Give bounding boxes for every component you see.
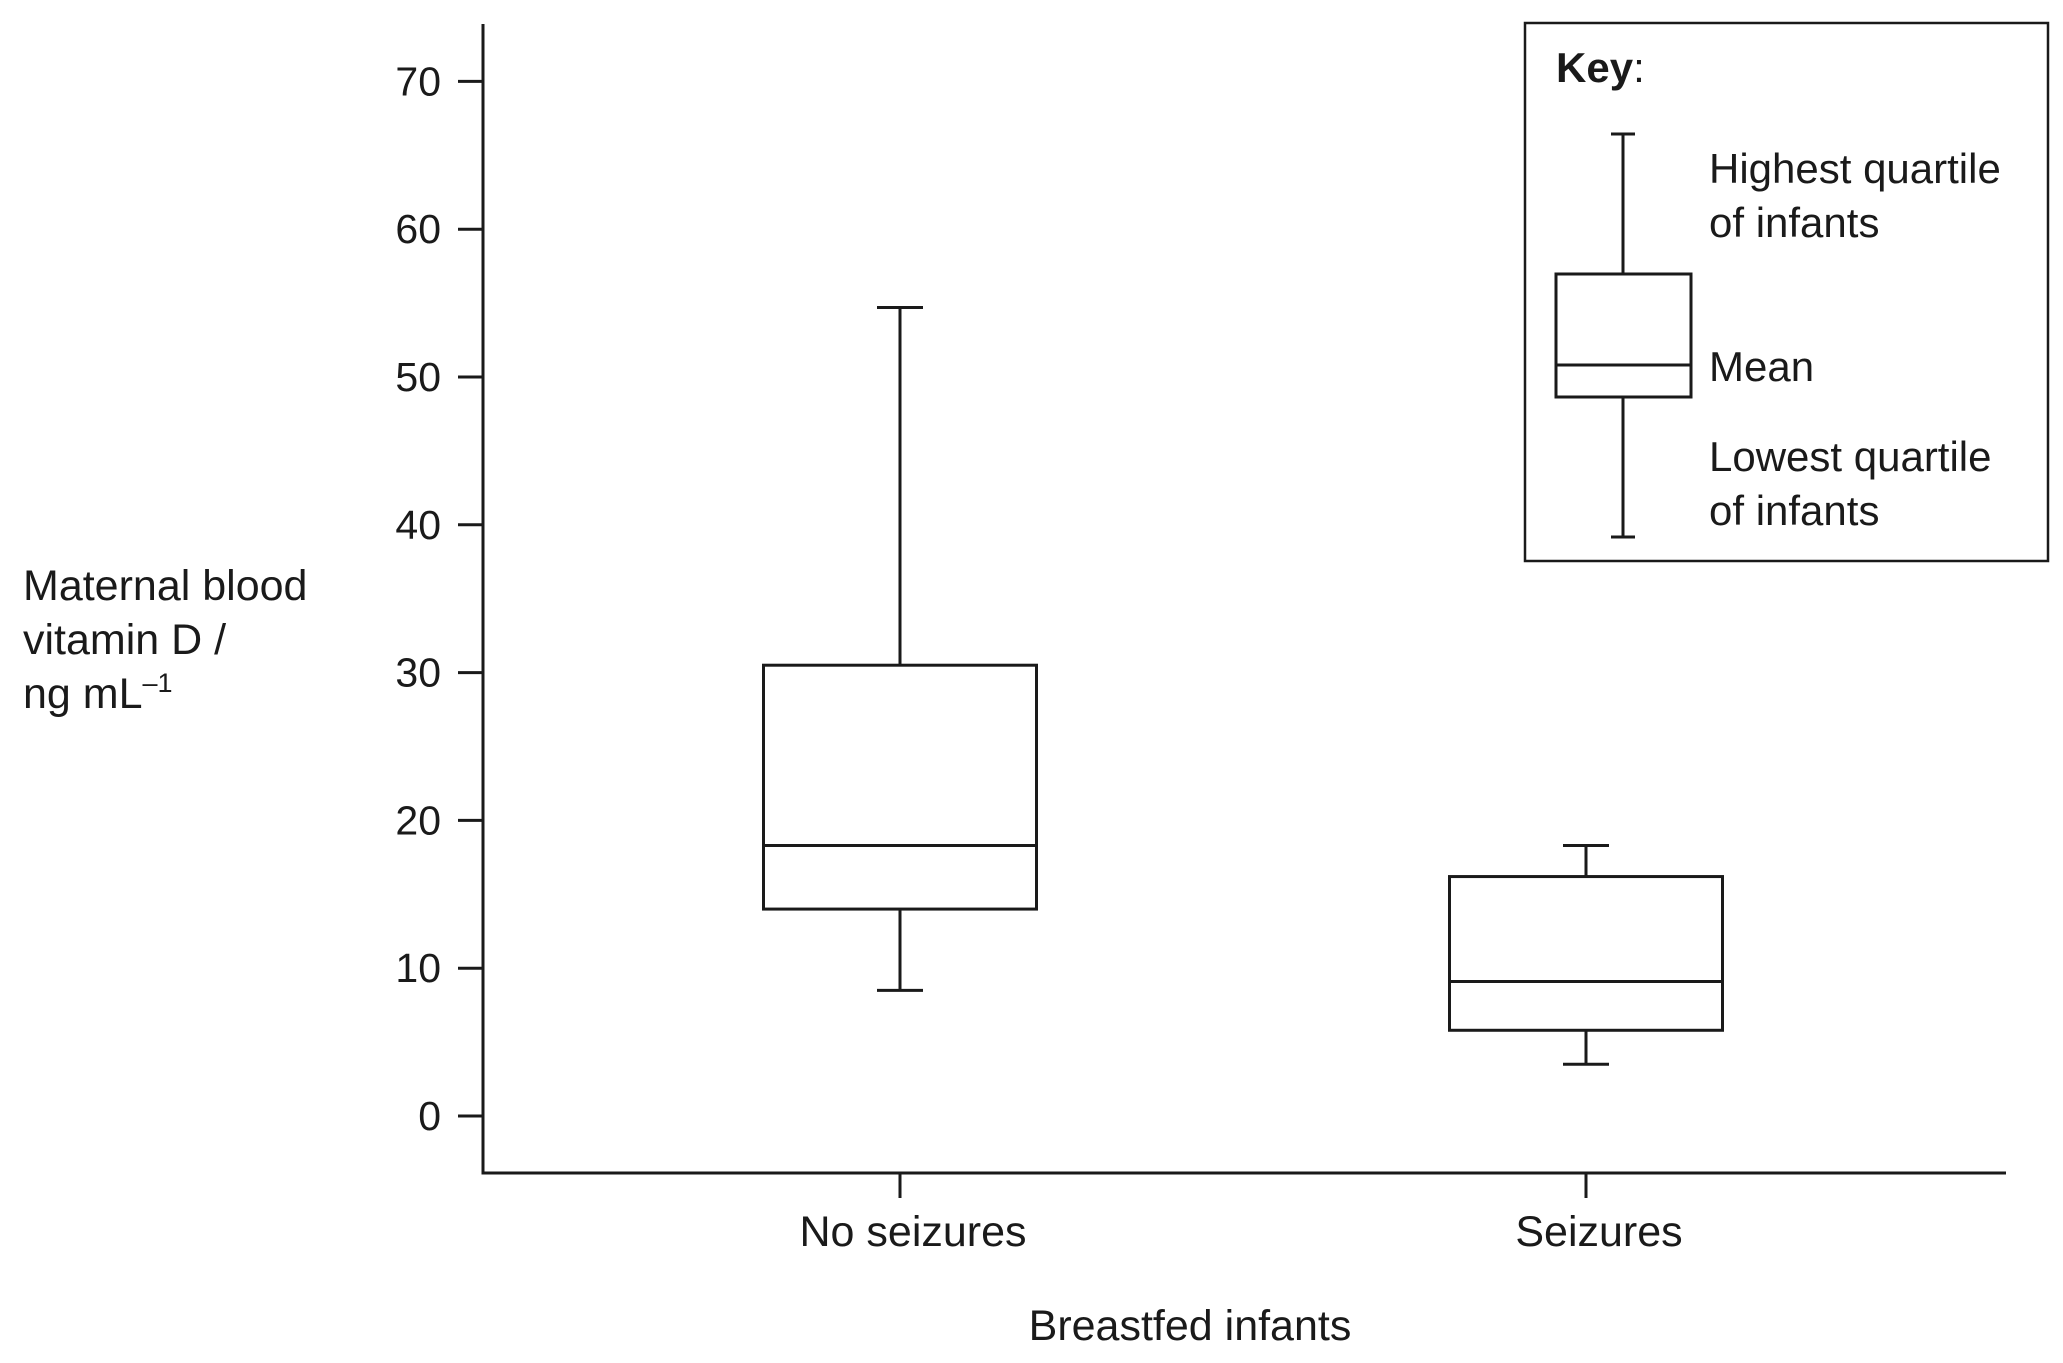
x-category-label: Seizures xyxy=(1515,1208,1682,1256)
legend-mean-label: Mean xyxy=(1709,343,1814,390)
y-tick-label: 30 xyxy=(395,650,441,696)
legend-lowest-label: Lowest quartile of infants xyxy=(1709,433,2003,534)
legend: Key: Highest quartile of infants Mean Lo… xyxy=(1523,21,2050,563)
legend-highest-line-1: Highest quartile xyxy=(1709,145,2001,192)
legend-highest-line-2: of infants xyxy=(1709,199,1879,246)
axes xyxy=(481,24,2006,1175)
legend-title: Key: xyxy=(1556,44,1645,91)
y-axis-unit-superscript: –1 xyxy=(143,668,173,698)
legend-highest-label: Highest quartile of infants xyxy=(1709,145,2013,246)
y-tick-label: 50 xyxy=(395,354,441,400)
y-tick-label: 40 xyxy=(395,502,441,548)
quartile-box xyxy=(762,663,1038,911)
x-axis-title: Breastfed infants xyxy=(1029,1302,1352,1350)
y-tick-label: 0 xyxy=(418,1093,441,1139)
y-axis-title-line-1: Maternal blood xyxy=(23,562,307,610)
box-series xyxy=(762,306,1724,1066)
x-category-label: No seizures xyxy=(799,1208,1026,1256)
y-tick-label: 20 xyxy=(395,797,441,843)
y-tick-label: 10 xyxy=(395,945,441,991)
quartile-box xyxy=(1448,875,1724,1032)
legend-box xyxy=(1554,272,1693,399)
legend-box-glyph xyxy=(1554,132,1693,539)
y-axis-title: Maternal blood vitamin D / ng mL–1 xyxy=(23,562,319,718)
y-tick-label: 60 xyxy=(395,206,441,252)
y-tick-label: 70 xyxy=(395,58,441,104)
legend-lowest-line-2: of infants xyxy=(1709,487,1879,534)
legend-title-colon: : xyxy=(1633,44,1645,91)
legend-title-bold: Key xyxy=(1556,44,1634,91)
legend-lowest-line-1: Lowest quartile xyxy=(1709,433,1992,480)
box-no-seizures xyxy=(762,306,1038,992)
box-seizures xyxy=(1448,844,1724,1066)
x-ticks: No seizures Seizures xyxy=(799,1173,1683,1256)
y-axis-title-line-3: ng mL xyxy=(23,670,143,718)
y-ticks: 0 10 20 30 40 50 60 70 xyxy=(395,58,483,1139)
y-axis-title-line-2: vitamin D / xyxy=(23,616,226,664)
